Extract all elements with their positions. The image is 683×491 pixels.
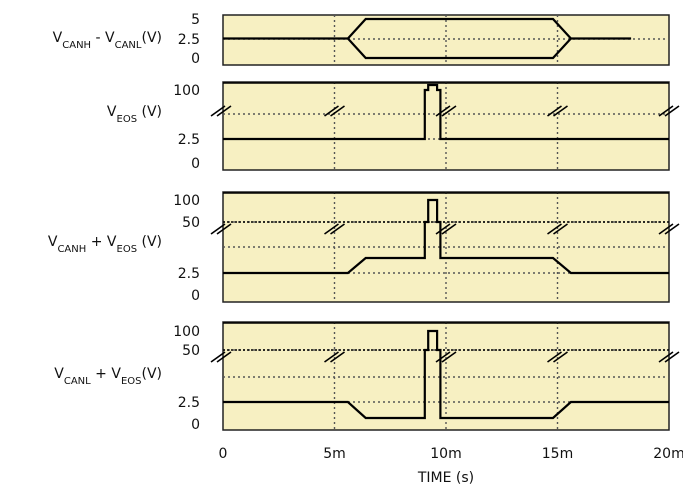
panel-2-series-0 bbox=[223, 198, 669, 275]
panel-3-break-20m-1 bbox=[664, 351, 680, 363]
panel-1-background bbox=[222, 81, 670, 171]
panel-3-break-10m-0 bbox=[435, 351, 451, 363]
panel-3-ytick-0: 0 bbox=[191, 417, 200, 433]
panel-0-ytick-0: 0 bbox=[191, 51, 200, 67]
panel-1-break-0-0 bbox=[210, 105, 226, 117]
panel-1-break-20m-0 bbox=[658, 105, 674, 117]
panel-1-break-20m-1 bbox=[664, 105, 680, 117]
panel-0-ytick-5: 5 bbox=[191, 12, 200, 28]
panel-2-break-5m-0 bbox=[324, 223, 339, 235]
panel-0-ytick-2.5: 2.5 bbox=[178, 32, 200, 48]
panel-3-break-20m-0 bbox=[658, 351, 674, 363]
panel-3-break-10m-1 bbox=[441, 351, 457, 363]
panel-1-break-15m-1 bbox=[553, 105, 568, 117]
x-axis-label: TIME (s) bbox=[417, 470, 474, 486]
panel-2-break-20m-1 bbox=[664, 223, 680, 235]
panel-1-ytick-2.5: 2.5 bbox=[178, 132, 200, 148]
panel-2-break-15m-1 bbox=[553, 223, 568, 235]
panel-2-ytick-100: 100 bbox=[173, 193, 200, 209]
panel-3-break-15m-1 bbox=[553, 351, 568, 363]
panel-3-series-0 bbox=[223, 329, 669, 420]
panel-1-ytick-100: 100 bbox=[173, 83, 200, 99]
panel-1-break-0-1 bbox=[216, 105, 232, 117]
panel-3-ytick-50: 50 bbox=[182, 343, 200, 359]
panel-2-break-20m-0 bbox=[658, 223, 674, 235]
panel-2-break-10m-0 bbox=[435, 223, 451, 235]
panel-3-break-5m-0 bbox=[324, 351, 339, 363]
panel-3-ytick-2.5: 2.5 bbox=[178, 395, 200, 411]
panel-2-ytick-2.5: 2.5 bbox=[178, 266, 200, 282]
panel-1-series-0 bbox=[223, 83, 669, 141]
x-tick-10m: 10m bbox=[430, 446, 461, 462]
panel-3-break-0-1 bbox=[216, 351, 232, 363]
panel-3-break-15m-0 bbox=[547, 351, 562, 363]
panel-1-break-15m-0 bbox=[547, 105, 562, 117]
panel-2-break-0-0 bbox=[210, 223, 226, 235]
panel-1-break-10m-1 bbox=[441, 105, 457, 117]
panel-1-ytick-0: 0 bbox=[191, 156, 200, 172]
panel-1-break-10m-0 bbox=[435, 105, 451, 117]
panel-2-ylabel: VCANH + VEOS (V) bbox=[48, 234, 162, 255]
panel-2-break-5m-1 bbox=[330, 223, 345, 235]
panel-3-ytick-100: 100 bbox=[173, 324, 200, 340]
x-tick-5m: 5m bbox=[323, 446, 346, 462]
panel-2-break-10m-1 bbox=[441, 223, 457, 235]
panel-3-break-0-0 bbox=[210, 351, 226, 363]
panel-2-break-15m-0 bbox=[547, 223, 562, 235]
panel-2-ytick-0: 0 bbox=[191, 288, 200, 304]
panel-1-ylabel: VEOS (V) bbox=[107, 104, 162, 125]
x-tick-15m: 15m bbox=[542, 446, 573, 462]
panel-1-break-5m-1 bbox=[330, 105, 345, 117]
panel-2-break-0-1 bbox=[216, 223, 232, 235]
x-tick-0: 0 bbox=[219, 446, 228, 462]
panel-3-break-5m-1 bbox=[330, 351, 345, 363]
panel-0-series-1 bbox=[347, 37, 572, 60]
x-tick-20m: 20m bbox=[653, 446, 683, 462]
panel-0-ylabel: VCANH - VCANL(V) bbox=[53, 30, 162, 51]
panel-3-ylabel: VCANL + VEOS(V) bbox=[54, 366, 162, 387]
panel-2-ytick-50: 50 bbox=[182, 215, 200, 231]
panel-0-series-0 bbox=[223, 17, 632, 40]
panel-1-break-5m-0 bbox=[324, 105, 339, 117]
